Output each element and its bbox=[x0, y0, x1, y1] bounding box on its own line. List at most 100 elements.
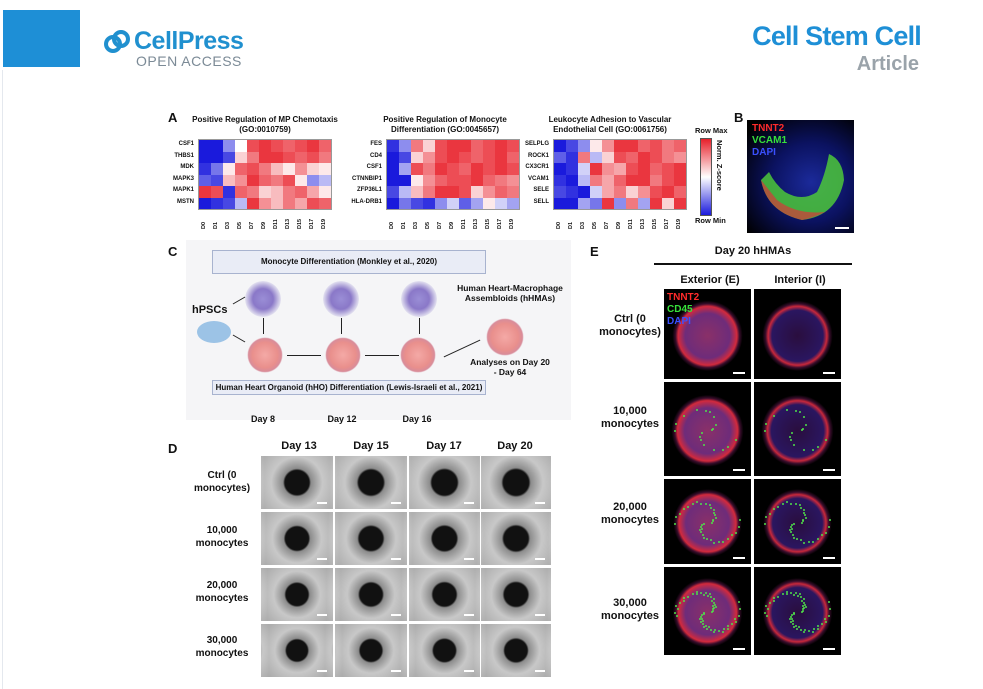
cd45-signal bbox=[682, 415, 685, 417]
day-label: D11 bbox=[461, 219, 467, 229]
day-label: D3 bbox=[580, 221, 586, 229]
heatmap-cell bbox=[211, 151, 223, 163]
heatmap-cell bbox=[387, 163, 399, 175]
heatmap-cell bbox=[507, 163, 519, 175]
cd45-signal bbox=[735, 531, 738, 534]
heatmap-cell bbox=[674, 163, 686, 175]
cd45-signal bbox=[700, 617, 703, 620]
cd45-signal bbox=[704, 624, 707, 627]
heatmap-cell bbox=[435, 163, 447, 175]
cd45-signal bbox=[712, 606, 715, 609]
arrow-day12-16 bbox=[365, 355, 399, 356]
heatmap-cell bbox=[674, 174, 686, 186]
heatmap-cell bbox=[650, 151, 662, 163]
cd45-signal bbox=[767, 608, 770, 611]
heatmap-cell bbox=[423, 174, 435, 186]
heatmap-cell bbox=[199, 186, 211, 198]
heatmap-cell bbox=[471, 174, 483, 186]
brightfield-image bbox=[261, 624, 333, 677]
heatmap-cell bbox=[495, 174, 507, 186]
heatmap-cell bbox=[423, 186, 435, 198]
gene-label: MAPK3 bbox=[172, 175, 194, 182]
day-label: D15 bbox=[297, 218, 303, 229]
heatmap-cell bbox=[566, 151, 578, 163]
cd45-signal bbox=[718, 540, 720, 543]
heatmap-cell bbox=[590, 186, 602, 198]
cd45-signal bbox=[790, 615, 793, 618]
heatmap-cell bbox=[411, 163, 423, 175]
heatmap-cell bbox=[471, 186, 483, 198]
heatmap-cell bbox=[459, 197, 471, 209]
scale-bar bbox=[391, 614, 401, 616]
cd45-signal bbox=[695, 593, 698, 596]
cd45-signal bbox=[696, 590, 699, 593]
heatmap-cell bbox=[614, 140, 626, 152]
cd45-signal bbox=[675, 515, 678, 518]
arrow-down-2 bbox=[341, 318, 342, 334]
cd45-signal bbox=[674, 522, 677, 525]
cd45-signal bbox=[707, 595, 709, 597]
fluorescence-image bbox=[754, 479, 841, 564]
heatmap-cell bbox=[638, 197, 650, 209]
heatmap-cell bbox=[662, 186, 674, 198]
cd45-signal bbox=[764, 612, 767, 615]
d-row-label: 10,000 monocytes bbox=[195, 525, 249, 549]
heatmap-cell bbox=[411, 151, 423, 163]
cd45-signal bbox=[772, 597, 775, 599]
heatmap-cell bbox=[590, 174, 602, 186]
hpsc-colony bbox=[197, 321, 231, 343]
cd45-signal bbox=[706, 538, 709, 541]
publisher-name: CellPress bbox=[134, 27, 244, 55]
cd45-signal bbox=[722, 448, 725, 451]
heatmap-cell bbox=[471, 140, 483, 152]
scale-bar bbox=[823, 372, 835, 374]
hpsc-label: hPSCs bbox=[192, 304, 228, 316]
brand-color-block bbox=[3, 10, 80, 67]
monocyte-cluster-3 bbox=[401, 281, 437, 317]
heatmap-cell bbox=[578, 197, 590, 209]
heatmap-cell bbox=[459, 140, 471, 152]
heatmap-cell bbox=[495, 151, 507, 163]
cd45-signal bbox=[800, 506, 803, 509]
brightfield-image bbox=[261, 456, 333, 509]
brightfield-image bbox=[409, 568, 480, 621]
day-label: D5 bbox=[592, 221, 598, 229]
cd45-signal bbox=[704, 410, 707, 413]
heatmap-cell bbox=[295, 197, 307, 209]
heatmap-cell bbox=[626, 197, 638, 209]
cd45-signal bbox=[800, 628, 803, 631]
heatmap-2-title: Positive Regulation of Monocyte Differen… bbox=[383, 115, 507, 134]
heatmap-cell bbox=[590, 140, 602, 152]
cd45-signal bbox=[802, 604, 805, 607]
cd45-signal bbox=[700, 438, 703, 441]
scale-bar bbox=[391, 502, 401, 504]
cd45-signal bbox=[712, 508, 715, 511]
heatmap-cell bbox=[578, 186, 590, 198]
scale-bar bbox=[823, 648, 835, 650]
cd45-signal bbox=[777, 506, 780, 509]
heatmap-cell bbox=[590, 197, 602, 209]
heatmap-cell bbox=[411, 140, 423, 152]
heatmap-cell bbox=[235, 174, 247, 186]
channel-tnnt2: TNNT2 bbox=[752, 123, 785, 134]
cd45-signal bbox=[812, 630, 815, 633]
heatmap-cell bbox=[223, 140, 235, 152]
heatmap-1-title: Positive Regulation of MP Chemotaxis (GO… bbox=[192, 115, 338, 134]
fluorescence-image bbox=[754, 382, 841, 476]
cd45-signal bbox=[700, 528, 703, 531]
d-row-label: Ctrl (0 monocytes) bbox=[193, 470, 251, 494]
cd45-signal bbox=[790, 438, 793, 441]
cd45-signal bbox=[674, 430, 677, 433]
heatmap-cell bbox=[578, 163, 590, 175]
cd45-signal bbox=[828, 601, 831, 604]
cd45-signal bbox=[764, 522, 767, 525]
analysis-label: Analyses on Day 20 - Day 64 bbox=[470, 357, 550, 377]
heatmap-cell bbox=[223, 151, 235, 163]
cd45-signal bbox=[674, 612, 677, 615]
e-col-interior: Interior (I) bbox=[774, 274, 826, 286]
heatmap-cell bbox=[614, 186, 626, 198]
heatmap-cell bbox=[650, 163, 662, 175]
heatmap-cell bbox=[495, 197, 507, 209]
heatmap-cell bbox=[590, 163, 602, 175]
arrow-down-3 bbox=[419, 318, 420, 334]
